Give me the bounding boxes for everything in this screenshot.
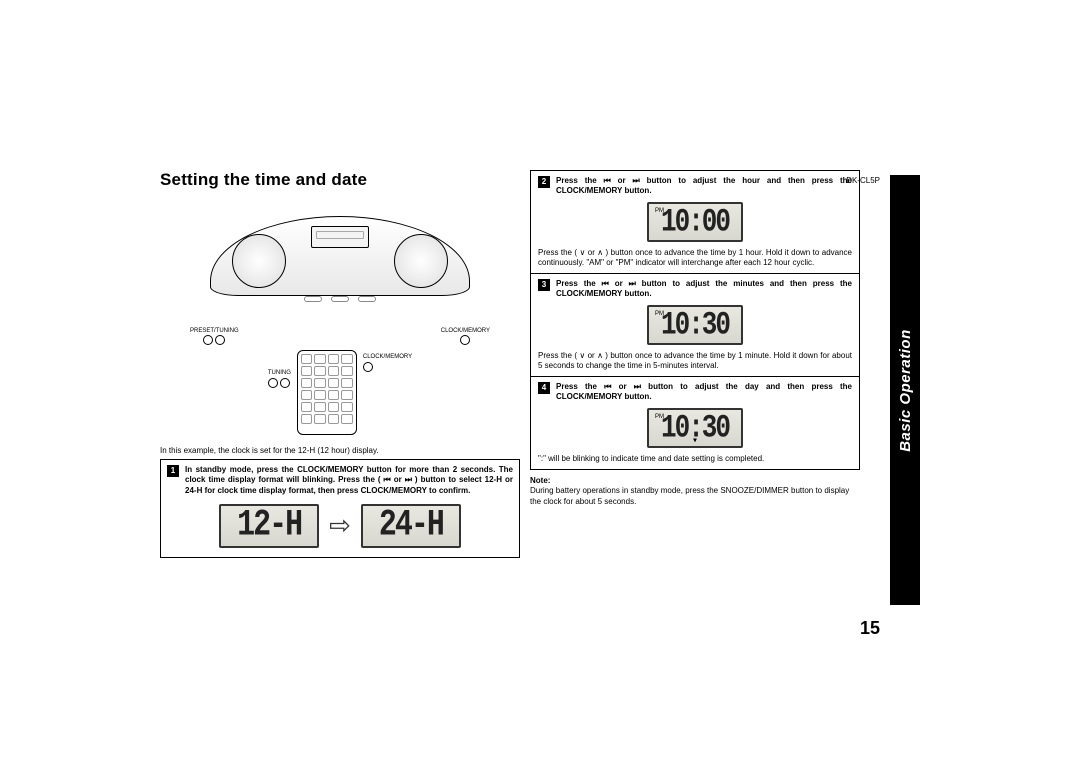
lcd-24h: 24-H <box>361 504 461 548</box>
model-number: DK-CL5P <box>846 176 880 185</box>
step-4-plain: ":" will be blinking to indicate time an… <box>538 454 852 464</box>
section-tab: Basic Operation <box>890 175 920 605</box>
right-column: 2 Press the ⏮ or ⏭ button to adjust the … <box>530 170 860 620</box>
step-number-4: 4 <box>538 382 550 394</box>
tuning-label: TUNING <box>268 370 291 376</box>
lcd-10-30-a: PM 10:30 <box>647 305 743 345</box>
step-2-plain: Press the ( ∨ or ∧ ) button once to adva… <box>538 248 852 268</box>
preset-tuning-label: PRESET/TUNING <box>190 328 239 334</box>
blink-indicator-icon: ▾ <box>692 436 698 449</box>
prev-icon <box>203 335 213 345</box>
remote-body <box>297 350 357 435</box>
manual-page: Setting the time and date PRESET/TUNING … <box>160 170 920 620</box>
section-tab-label: Basic Operation <box>897 329 914 452</box>
left-column: Setting the time and date PRESET/TUNING … <box>160 170 520 620</box>
device-illustration <box>160 198 520 328</box>
step-1-text: In standby mode, press the CLOCK/MEMORY … <box>185 465 513 496</box>
step-3-plain: Press the ( ∨ or ∧ ) button once to adva… <box>538 351 852 371</box>
step-2-bold: Press the ⏮ or ⏭ button to adjust the ho… <box>556 176 852 196</box>
next-icon <box>215 335 225 345</box>
steps-2-4-box: 2 Press the ⏮ or ⏭ button to adjust the … <box>530 170 860 470</box>
note-label: Note: <box>530 476 550 485</box>
clock-memory-label: CLOCK/MEMORY <box>441 328 490 334</box>
page-number: 15 <box>860 618 880 639</box>
page-title: Setting the time and date <box>160 170 520 190</box>
step-4-bold: Press the ⏮ or ⏭ button to adjust the da… <box>556 382 852 402</box>
step-number-2: 2 <box>538 176 550 188</box>
remote-illustration: TUNING CLOCK/MEMORY <box>160 350 520 440</box>
arrow-icon: ⇨ <box>329 509 351 543</box>
step-3-bold: Press the ⏮ or ⏭ button to adjust the mi… <box>556 279 852 299</box>
example-caption: In this example, the clock is set for th… <box>160 446 520 455</box>
lcd-10-00: PM 10:00 <box>647 202 743 242</box>
device-button-labels: PRESET/TUNING CLOCK/MEMORY <box>160 328 520 350</box>
note-text: During battery operations in standby mod… <box>530 486 849 505</box>
note-block: Note: During battery operations in stand… <box>530 476 860 507</box>
lcd-10-30-b: PM 10:30 ▾ <box>647 408 743 448</box>
step-1-box: 1 In standby mode, press the CLOCK/MEMOR… <box>160 459 520 558</box>
step-number-3: 3 <box>538 279 550 291</box>
lcd-12h: 12-H <box>219 504 319 548</box>
step-number-1: 1 <box>167 465 179 477</box>
clock-memory-label-2: CLOCK/MEMORY <box>363 354 412 360</box>
clock-memory-icon <box>460 335 470 345</box>
